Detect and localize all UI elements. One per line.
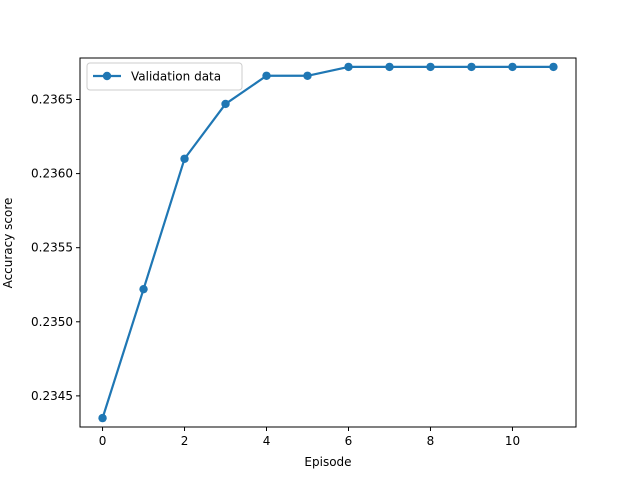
legend-label: Validation data bbox=[131, 70, 221, 84]
data-point bbox=[549, 62, 558, 72]
data-point bbox=[385, 62, 394, 72]
data-point bbox=[180, 154, 189, 163]
data-point bbox=[262, 71, 271, 80]
series-line-0 bbox=[101, 65, 555, 420]
x-tick-label: 8 bbox=[427, 434, 435, 448]
data-point bbox=[139, 284, 148, 294]
y-tick-label: 0.2355 bbox=[31, 241, 73, 255]
data-point bbox=[508, 62, 517, 72]
data-point bbox=[467, 62, 476, 72]
axes-frame bbox=[79, 57, 577, 428]
data-point bbox=[221, 99, 230, 109]
legend-box bbox=[86, 62, 243, 91]
x-tick-label: 4 bbox=[263, 434, 271, 448]
x-tick-label: 6 bbox=[345, 434, 353, 448]
x-axis-label: Episode bbox=[304, 455, 351, 469]
y-axis-label: Accuracy score bbox=[1, 198, 15, 289]
x-tick-label: 0 bbox=[99, 434, 107, 448]
data-point bbox=[303, 71, 312, 80]
series-layer bbox=[98, 62, 558, 423]
x-tick-label: 10 bbox=[505, 434, 520, 448]
data-point bbox=[426, 62, 435, 72]
x-tick-label: 2 bbox=[181, 434, 189, 448]
y-tick-label: 0.2365 bbox=[31, 92, 73, 106]
legend-marker bbox=[102, 71, 112, 81]
y-tick-label: 0.2360 bbox=[31, 167, 73, 181]
axes-layer: 0 2 4 6 8 10 0.2345 0.2350 0.2355 0.2360 0.2365 bbox=[31, 57, 577, 448]
data-point bbox=[344, 62, 353, 72]
y-tick-label: 0.2345 bbox=[31, 389, 73, 403]
legend: Validation data bbox=[86, 62, 243, 91]
data-point bbox=[98, 413, 107, 423]
y-tick-label: 0.2350 bbox=[31, 315, 73, 329]
